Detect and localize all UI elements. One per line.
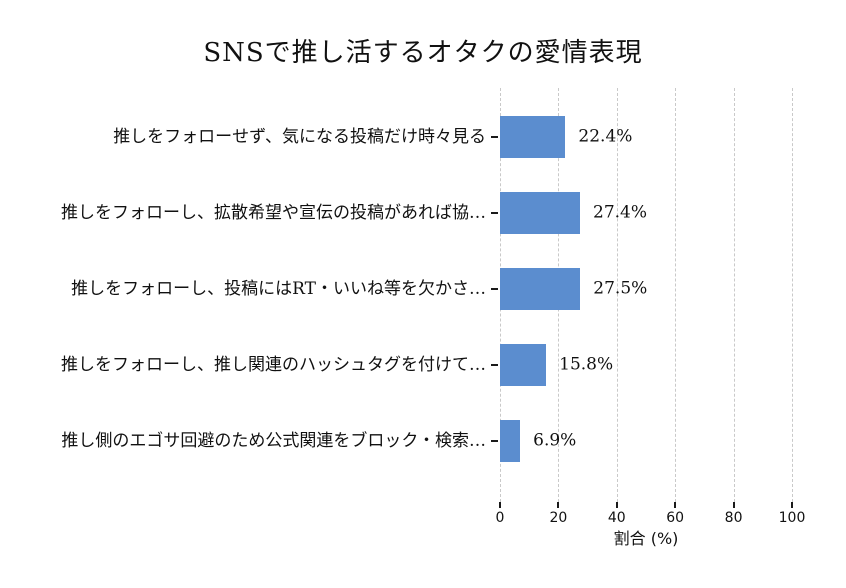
x-tick-label: 20 — [549, 510, 568, 526]
bar — [500, 268, 581, 310]
plot-area: 割合 (%) 0 20 40 60 80 100 推しをフォローせず、気になる投稿だけ時々見… — [61, 88, 805, 547]
x-tick-mark — [791, 502, 793, 508]
x-tick-label: 100 — [778, 510, 806, 526]
x-tick-label: 0 — [495, 510, 505, 526]
x-tick-mark — [615, 502, 618, 508]
x-tick-label: 80 — [724, 510, 743, 526]
category-label: 推し側のエゴサ回避のため公式関連をブロック・検索… — [61, 430, 486, 451]
value-label: 6.9% — [533, 430, 577, 451]
value-label: 22.4% — [578, 126, 633, 147]
gridline-x-80 — [733, 88, 735, 502]
bar — [500, 192, 580, 234]
value-label: 15.8% — [559, 354, 614, 375]
y-tick-mark — [491, 440, 498, 442]
chart-title: SNSで推し活するオタクの愛情表現 — [203, 38, 643, 68]
x-tick-mark — [499, 502, 501, 508]
value-label: 27.4% — [593, 202, 648, 223]
category-label: 推しをフォローせず、気になる投稿だけ時々見る — [113, 126, 486, 147]
gridline-x-60 — [675, 88, 677, 502]
x-tick-label: 60 — [666, 510, 685, 526]
y-tick-mark — [491, 136, 498, 138]
bar — [500, 344, 547, 386]
y-tick-mark — [491, 364, 498, 366]
bar — [500, 116, 566, 158]
x-tick-mark — [674, 502, 677, 508]
gridline-x-40 — [616, 88, 618, 502]
x-axis-label: 割合 (%) — [613, 529, 679, 548]
gridline-x-100 — [792, 88, 793, 502]
bar — [500, 420, 521, 462]
x-tick-mark — [732, 502, 735, 508]
y-tick-mark — [491, 288, 498, 290]
value-label: 27.5% — [593, 278, 648, 299]
category-label: 推しをフォローし、推し関連のハッシュタグを付けて… — [61, 354, 486, 375]
y-tick-mark — [491, 212, 498, 214]
x-tick-label: 40 — [607, 510, 626, 526]
x-tick-mark — [557, 502, 560, 508]
category-label: 推しをフォローし、拡散希望や宣伝の投稿があれば協… — [61, 202, 486, 223]
category-label: 推しをフォローし、投稿にはRT・いいね等を欠かさ… — [71, 278, 486, 299]
